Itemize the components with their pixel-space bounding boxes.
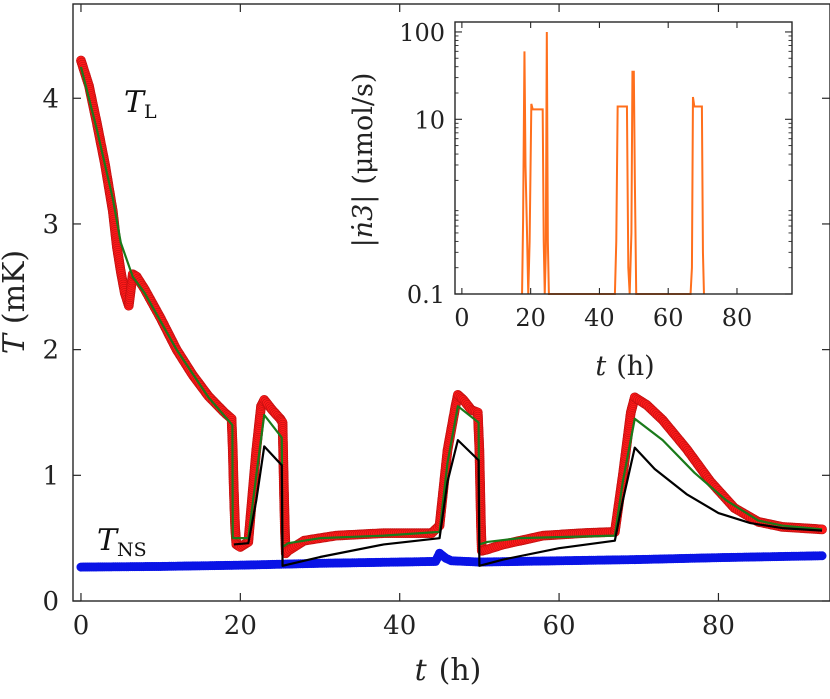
main-x-tick-label: 20	[224, 611, 257, 641]
main-y-tick-label: 0	[42, 587, 59, 617]
main-y-axis-var: T	[0, 332, 32, 354]
inset-plot-frame	[454, 21, 793, 295]
inset-y-tick-label: 10	[414, 106, 445, 134]
inset-plot: 0 20 40 60 80 0.1 10 100 t (h) |ṅ3| (μmol/s)	[348, 19, 793, 382]
series-t-l-model-a	[79, 66, 823, 549]
inset-x-tick-label: 80	[722, 304, 753, 332]
inset-series-layer	[521, 31, 705, 295]
inset-background	[455, 22, 792, 294]
main-x-tick-label: 80	[702, 611, 735, 641]
annotation-t-l-sub: L	[144, 101, 157, 123]
main-y-tick-label: 2	[42, 336, 59, 366]
main-x-tick-label: 40	[383, 611, 416, 641]
inset-x-tick-label: 20	[515, 304, 546, 332]
main-x-tick-label: 0	[73, 611, 90, 641]
inset-ticks	[455, 22, 792, 295]
main-y-axis-title: T (mK)	[0, 250, 32, 354]
inset-x-axis-title: t (h)	[595, 351, 654, 382]
main-y-tick-label: 4	[42, 84, 59, 114]
main-tick-labels: 0 20 40 60 80 0 1 2 3 4	[42, 84, 735, 641]
series-line	[79, 66, 823, 549]
main-y-axis-unit: (mK)	[0, 250, 32, 324]
inset-series-line	[521, 31, 705, 295]
annotation-t-l-main: T	[124, 85, 146, 120]
inset-x-tick-label: 40	[584, 304, 615, 332]
main-ticks	[73, 4, 830, 602]
data-point	[817, 551, 827, 561]
inset-x-axis-var: t	[595, 351, 606, 382]
main-x-tick-label: 60	[543, 611, 576, 641]
series-line	[233, 439, 823, 567]
annotation-t-ns-sub: NS	[117, 539, 147, 561]
annotation-t-l: TL	[124, 85, 157, 123]
main-plot-frame	[72, 3, 830, 602]
inset-y-tick-label: 0.1	[407, 281, 445, 309]
annotation-t-ns: TNS	[97, 523, 147, 561]
inset-x-axis-unit: (h)	[616, 351, 654, 382]
inset-tick-labels: 0 20 40 60 80 0.1 10 100	[399, 19, 752, 332]
main-x-axis-unit: (h)	[439, 653, 482, 688]
main-x-axis-title: t (h)	[415, 653, 482, 688]
inset-x-tick-label: 60	[653, 304, 684, 332]
inset-y-axis-title: |ṅ3| (μmol/s)	[348, 73, 379, 248]
main-x-axis-var: t	[415, 653, 428, 688]
inset-y-axis-unit: (μmol/s)	[348, 73, 379, 185]
inset-y-axis-var: |ṅ3|	[348, 195, 379, 248]
main-y-tick-label: 1	[42, 461, 59, 491]
main-series-layer	[76, 55, 827, 572]
main-y-tick-label: 3	[42, 210, 59, 240]
inset-y-tick-label: 100	[399, 19, 445, 47]
series-t-l-model-b	[233, 439, 823, 567]
annotation-t-ns-main: T	[97, 523, 119, 558]
inset-x-tick-label: 0	[454, 304, 469, 332]
